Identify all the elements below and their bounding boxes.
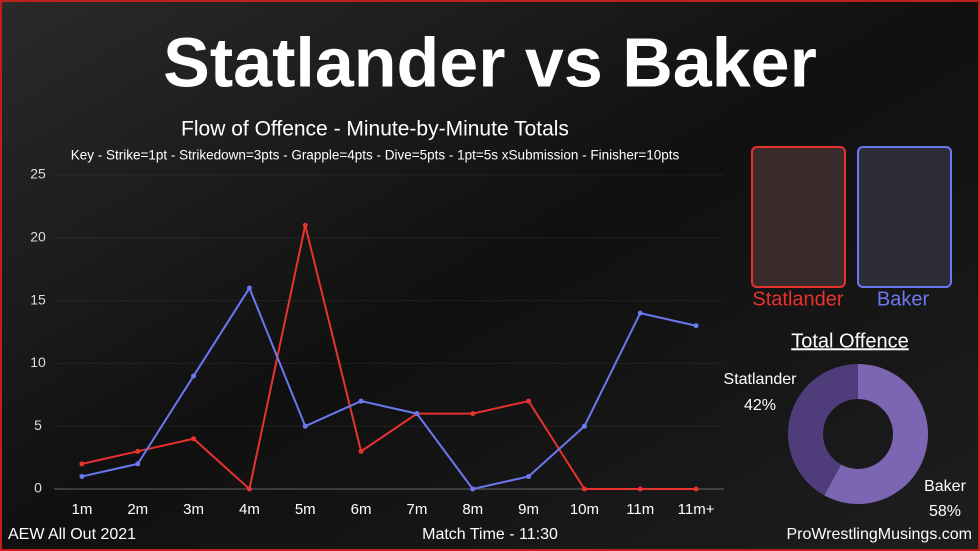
data-point	[526, 398, 532, 404]
x-tick-label: 10m	[570, 501, 599, 518]
x-tick-label: 11m+	[678, 501, 715, 518]
main-title: Statlander vs Baker	[163, 23, 817, 101]
y-tick-label: 10	[30, 354, 46, 370]
data-point	[135, 448, 141, 454]
footer-left: AEW All Out 2021	[8, 526, 136, 543]
portrait	[857, 146, 952, 288]
pie-label: Statlander	[724, 371, 798, 388]
data-point	[358, 448, 364, 454]
data-point	[358, 398, 364, 404]
data-point	[526, 473, 532, 479]
data-point	[246, 285, 252, 291]
data-point	[79, 473, 85, 479]
pie-slice	[787, 364, 858, 496]
data-point	[581, 423, 587, 429]
data-point	[191, 373, 197, 379]
pie-slice	[824, 364, 928, 504]
pie-label: Baker	[924, 478, 966, 495]
pie-value-label: 42%	[744, 397, 776, 414]
y-tick-label: 25	[30, 166, 46, 182]
chart-subtitle: Key - Strike=1pt - Strikedown=3pts - Gra…	[71, 148, 680, 163]
x-tick-label: 7m	[406, 501, 427, 518]
data-point	[637, 310, 643, 316]
x-tick-label: 6m	[351, 501, 372, 518]
y-tick-label: 0	[34, 480, 42, 496]
data-point	[414, 411, 420, 417]
x-tick-label: 4m	[239, 501, 260, 518]
series-line	[81, 285, 697, 491]
y-tick-label: 5	[34, 417, 42, 433]
footer-right: ProWrestlingMusings.com	[786, 526, 972, 543]
data-point	[637, 486, 643, 492]
data-point	[191, 436, 197, 442]
x-tick-label: 9m	[518, 501, 539, 518]
portrait-label: Statlander	[752, 288, 844, 310]
portrait	[751, 146, 846, 288]
x-tick-label: 2m	[127, 501, 148, 518]
data-point	[470, 411, 476, 417]
data-point	[581, 486, 587, 492]
x-tick-label: 1m	[71, 501, 92, 518]
data-point	[693, 323, 699, 329]
data-point	[470, 486, 476, 492]
data-point	[79, 461, 85, 467]
x-tick-label: 11m	[626, 501, 654, 518]
pie-value-label: 58%	[929, 503, 961, 520]
data-point	[246, 486, 252, 492]
footer-center: Match Time - 11:30	[422, 526, 558, 543]
x-tick-label: 3m	[183, 501, 204, 518]
data-point	[302, 222, 308, 228]
y-tick-label: 15	[30, 291, 46, 307]
pie-title: Total Offence	[791, 330, 908, 352]
chart-title: Flow of Offence - Minute-by-Minute Total…	[181, 118, 569, 141]
data-point	[135, 461, 141, 467]
series-line	[81, 225, 697, 491]
x-tick-label: 5m	[295, 501, 316, 518]
x-tick-label: 8m	[462, 501, 483, 518]
y-tick-label: 20	[30, 229, 46, 245]
portrait-label: Baker	[877, 288, 930, 310]
data-point	[302, 423, 308, 429]
data-point	[693, 486, 699, 492]
